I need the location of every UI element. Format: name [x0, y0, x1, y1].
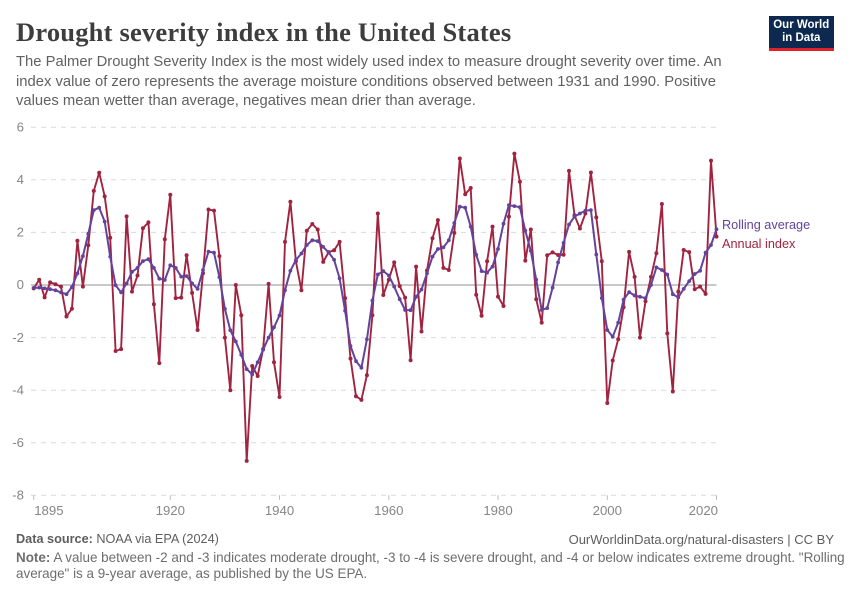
- svg-text:1980: 1980: [483, 503, 512, 518]
- svg-text:2020: 2020: [689, 503, 718, 518]
- svg-text:-6: -6: [12, 435, 24, 450]
- svg-text:4: 4: [17, 172, 24, 187]
- svg-text:0: 0: [17, 277, 24, 292]
- svg-text:2: 2: [17, 225, 24, 240]
- svg-text:-8: -8: [12, 488, 24, 503]
- svg-text:-2: -2: [12, 330, 24, 345]
- svg-text:2000: 2000: [593, 503, 622, 518]
- svg-text:1940: 1940: [265, 503, 294, 518]
- svg-text:1895: 1895: [34, 503, 63, 518]
- svg-text:1960: 1960: [374, 503, 403, 518]
- svg-text:1920: 1920: [156, 503, 185, 518]
- svg-text:-4: -4: [12, 382, 24, 397]
- svg-text:6: 6: [17, 120, 24, 135]
